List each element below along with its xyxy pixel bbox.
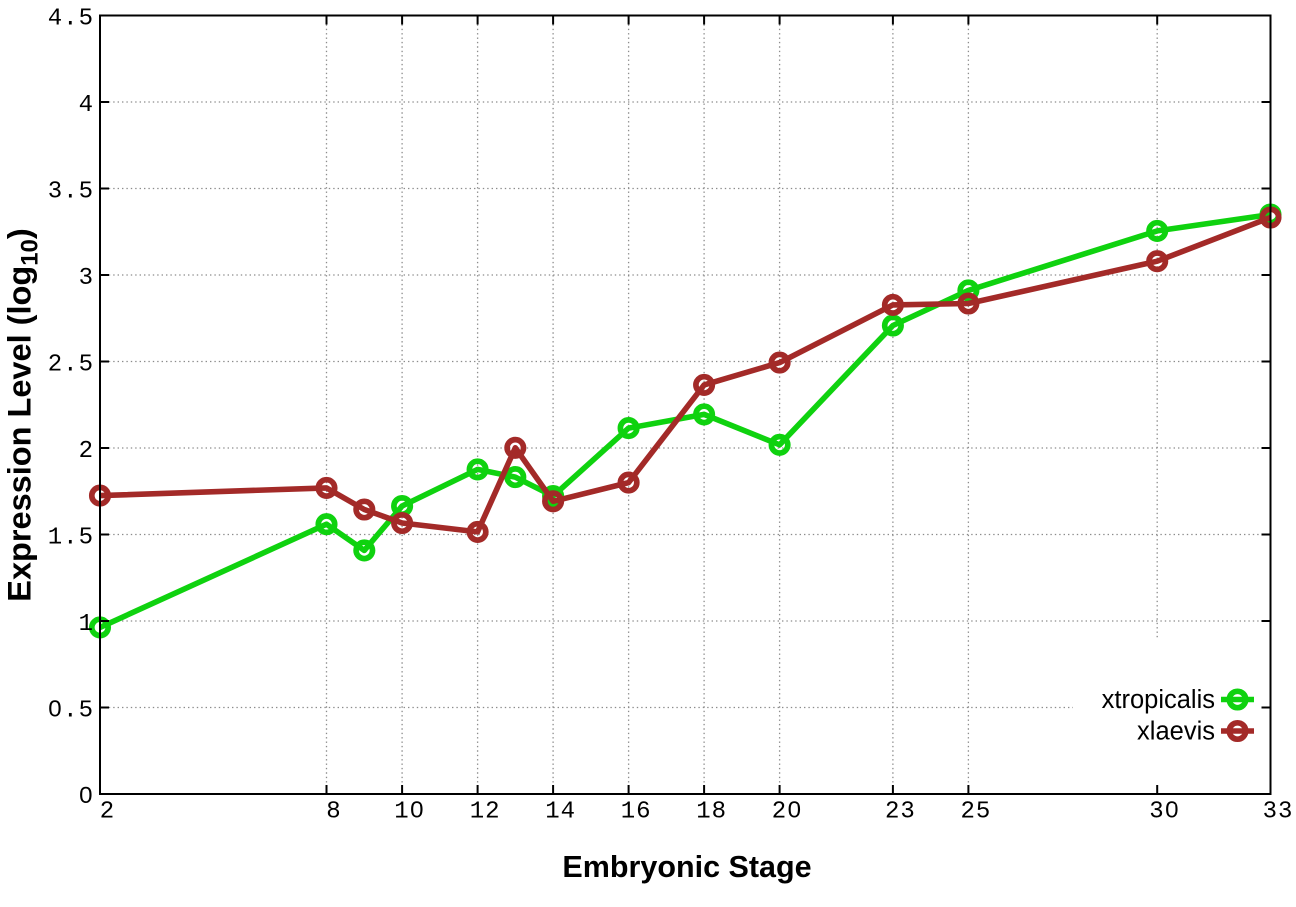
- svg-text:2.5: 2.5: [48, 352, 94, 379]
- svg-text:xtropicalis: xtropicalis: [1102, 686, 1215, 714]
- svg-text:16: 16: [621, 799, 652, 826]
- svg-text:3.5: 3.5: [48, 179, 94, 206]
- svg-text:8: 8: [326, 799, 341, 826]
- svg-text:18: 18: [696, 799, 727, 826]
- svg-text:14: 14: [545, 799, 576, 826]
- svg-text:30: 30: [1149, 799, 1180, 826]
- svg-text:2: 2: [100, 799, 115, 826]
- svg-text:10: 10: [394, 799, 425, 826]
- svg-text:2: 2: [79, 438, 94, 465]
- svg-text:12: 12: [470, 799, 501, 826]
- svg-text:23: 23: [885, 799, 916, 826]
- svg-text:4.5: 4.5: [48, 6, 94, 33]
- svg-text:Expression Level (log10): Expression Level (log10): [2, 228, 44, 601]
- svg-text:33: 33: [1263, 799, 1294, 826]
- svg-text:xlaevis: xlaevis: [1137, 718, 1215, 746]
- svg-text:Embryonic Stage: Embryonic Stage: [562, 850, 811, 884]
- svg-text:1.5: 1.5: [48, 525, 94, 552]
- svg-text:1: 1: [79, 611, 94, 638]
- svg-text:3: 3: [79, 265, 94, 292]
- svg-text:25: 25: [960, 799, 991, 826]
- svg-text:4: 4: [79, 92, 94, 119]
- svg-text:20: 20: [772, 799, 803, 826]
